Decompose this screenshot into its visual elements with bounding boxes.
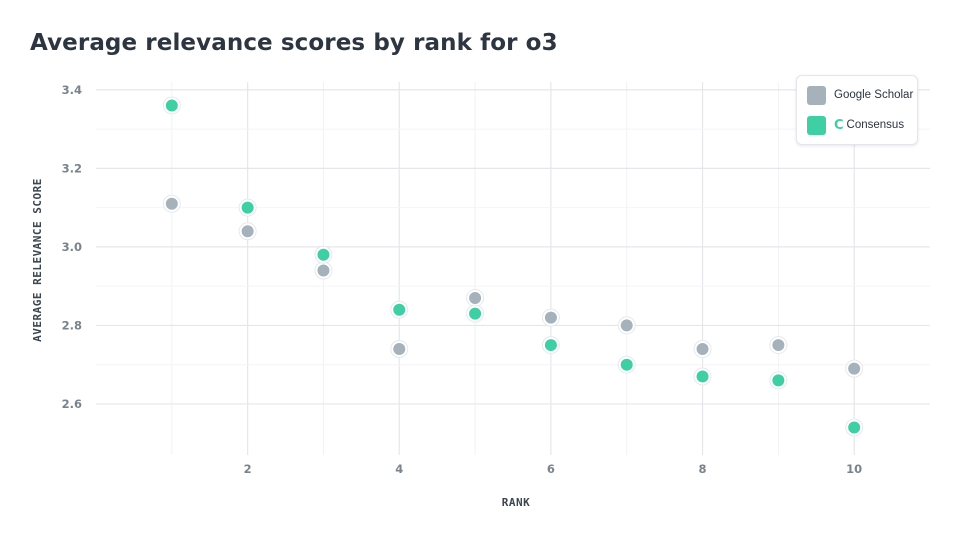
data-point-consensus [772,374,785,387]
data-point-google-scholar [696,342,709,355]
y-axis-ticks: 2.6 2.8 3.0 3.2 3.4 [62,83,82,411]
data-point-consensus [620,358,633,371]
data-point-consensus [393,303,406,316]
x-tick-label: 6 [547,462,555,476]
data-point-consensus [165,99,178,112]
data-point-google-scholar [393,342,406,355]
y-tick-label: 2.6 [62,397,82,411]
data-point-google-scholar [544,311,557,324]
grid-lines [96,82,930,455]
data-point-google-scholar [165,197,178,210]
data-point-google-scholar [772,339,785,352]
data-point-google-scholar [469,291,482,304]
legend-label-google-scholar: Google Scholar [834,89,914,101]
y-axis-label: AVERAGE RELEVANCE SCORE [31,178,44,342]
data-point-google-scholar [241,225,254,238]
consensus-logo-icon: C [834,117,844,133]
y-tick-label: 2.8 [62,318,82,332]
data-points [162,96,864,437]
y-tick-label: 3.4 [62,83,82,97]
x-axis-ticks: 2 4 6 8 10 [244,462,863,476]
data-point-google-scholar [848,362,861,375]
chart-title: Average relevance scores by rank for o3 [30,30,558,56]
legend-item-google-scholar: Google Scholar [807,85,913,105]
data-point-consensus [848,421,861,434]
legend-label-consensus: Consensus [846,119,905,131]
data-point-google-scholar [620,319,633,332]
legend-swatch-google-scholar [807,85,826,105]
x-tick-label: 4 [395,462,403,476]
data-point-google-scholar [317,264,330,277]
data-point-consensus [241,201,254,214]
x-axis-label: RANK [502,496,531,509]
data-point-consensus [469,307,482,320]
x-tick-label: 10 [846,462,862,476]
y-tick-label: 3.0 [62,240,82,254]
x-tick-label: 8 [699,462,707,476]
x-tick-label: 2 [244,462,252,476]
y-tick-label: 3.2 [62,161,82,175]
legend-item-consensus: C Consensus [807,115,904,135]
chart-legend: Google Scholar C Consensus [796,75,918,145]
data-point-consensus [544,339,557,352]
data-point-consensus [696,370,709,383]
data-point-consensus [317,248,330,261]
legend-swatch-consensus [807,115,826,135]
